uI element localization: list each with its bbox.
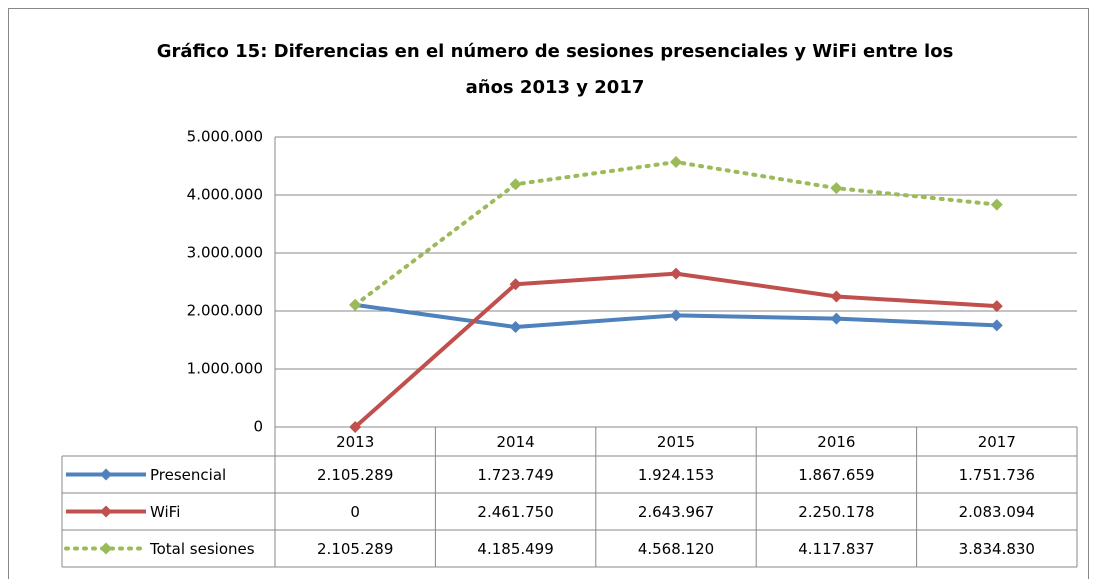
marker <box>670 309 682 322</box>
y-tick-label: 1.000.000 <box>187 360 263 378</box>
table-value: 4.117.837 <box>798 540 874 558</box>
y-tick-label: 0 <box>253 418 263 436</box>
marker <box>509 278 522 291</box>
table-value: 1.867.659 <box>798 466 874 484</box>
legend-marker <box>100 468 112 481</box>
table-value: 2.083.094 <box>959 503 1035 521</box>
chart-title: Gráfico 15: Diferencias en el número de … <box>157 41 954 62</box>
marker <box>670 156 682 169</box>
table-value: 2.105.289 <box>317 466 393 484</box>
y-tick-label: 4.000.000 <box>187 186 263 204</box>
y-tick-label: 5.000.000 <box>187 128 263 146</box>
y-tick-label: 3.000.000 <box>187 244 263 262</box>
table-value: 0 <box>350 503 360 521</box>
marker <box>830 290 843 303</box>
legend-marker <box>100 542 112 555</box>
chart-border <box>8 8 1089 579</box>
table-value: 1.924.153 <box>638 466 714 484</box>
table-value: 4.568.120 <box>638 540 714 558</box>
marker <box>509 178 522 191</box>
marker <box>830 182 843 195</box>
legend-label: Total sesiones <box>149 540 255 558</box>
y-tick-label: 2.000.000 <box>187 302 263 320</box>
table-value: 2.461.750 <box>477 503 553 521</box>
table-value: 1.723.749 <box>477 466 553 484</box>
table-value: 2.250.178 <box>798 503 874 521</box>
legend-label: Presencial <box>150 466 226 484</box>
table-value: 4.185.499 <box>477 540 553 558</box>
marker <box>670 267 682 280</box>
x-tick-label: 2016 <box>817 433 855 451</box>
table-value: 2.643.967 <box>638 503 714 521</box>
marker <box>990 198 1003 211</box>
x-tick-label: 2015 <box>657 433 695 451</box>
legend-label: WiFi <box>150 503 180 521</box>
table-value: 2.105.289 <box>317 540 393 558</box>
table-value: 1.751.736 <box>959 466 1035 484</box>
marker <box>509 321 522 334</box>
marker <box>990 319 1003 332</box>
marker <box>349 421 362 433</box>
marker <box>990 300 1003 313</box>
legend-marker <box>100 505 112 518</box>
marker <box>349 298 362 311</box>
x-tick-label: 2013 <box>336 433 374 451</box>
x-tick-label: 2017 <box>978 433 1016 451</box>
chart-title: años 2013 y 2017 <box>466 77 645 98</box>
x-tick-label: 2014 <box>497 433 535 451</box>
table-value: 3.834.830 <box>959 540 1035 558</box>
marker <box>830 312 843 325</box>
